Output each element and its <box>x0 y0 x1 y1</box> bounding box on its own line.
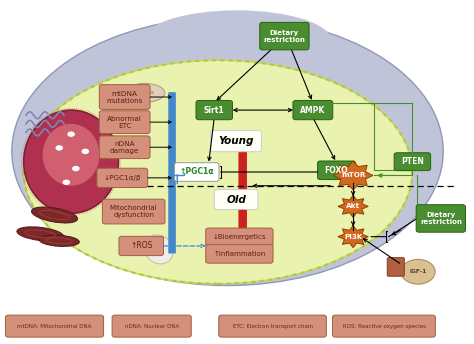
Circle shape <box>55 145 63 151</box>
FancyBboxPatch shape <box>100 85 150 109</box>
FancyBboxPatch shape <box>168 92 176 254</box>
Text: PTEN: PTEN <box>401 157 424 166</box>
Text: Dietary
restriction: Dietary restriction <box>264 30 305 43</box>
FancyBboxPatch shape <box>6 315 104 337</box>
Text: nDNA
damage: nDNA damage <box>110 141 139 154</box>
FancyBboxPatch shape <box>214 190 258 209</box>
Circle shape <box>82 149 89 154</box>
FancyBboxPatch shape <box>97 168 148 187</box>
Circle shape <box>67 131 75 137</box>
FancyBboxPatch shape <box>210 130 262 152</box>
FancyBboxPatch shape <box>112 315 191 337</box>
Ellipse shape <box>17 227 64 241</box>
Ellipse shape <box>31 207 78 223</box>
Text: nDNA: Nuclear DNA: nDNA: Nuclear DNA <box>125 324 179 329</box>
Text: Sirt1: Sirt1 <box>204 106 225 115</box>
FancyBboxPatch shape <box>100 136 150 159</box>
FancyBboxPatch shape <box>260 22 309 50</box>
Text: AMPK: AMPK <box>300 106 326 115</box>
Ellipse shape <box>142 10 332 72</box>
Text: PI3K: PI3K <box>344 234 362 240</box>
Ellipse shape <box>124 84 165 103</box>
Polygon shape <box>333 161 373 190</box>
Polygon shape <box>338 226 368 248</box>
Text: NUCLEUS: NUCLEUS <box>134 91 155 95</box>
Ellipse shape <box>43 124 100 186</box>
Text: Akt: Akt <box>346 203 360 209</box>
Ellipse shape <box>24 110 119 213</box>
FancyBboxPatch shape <box>387 258 404 276</box>
Text: ↑ROS: ↑ROS <box>130 241 153 250</box>
Circle shape <box>401 259 435 284</box>
Text: ↑PGC1α: ↑PGC1α <box>180 168 214 176</box>
Circle shape <box>72 166 80 171</box>
FancyBboxPatch shape <box>174 163 219 181</box>
FancyBboxPatch shape <box>416 205 465 232</box>
Ellipse shape <box>24 60 412 284</box>
Text: Mitochondrial
dysfunction: Mitochondrial dysfunction <box>110 205 157 218</box>
Ellipse shape <box>145 235 173 264</box>
FancyBboxPatch shape <box>238 144 247 254</box>
FancyBboxPatch shape <box>100 111 150 133</box>
Text: ROS: Reactive oxygen species: ROS: Reactive oxygen species <box>343 324 425 329</box>
Text: Young: Young <box>219 136 254 146</box>
Text: ↑Inflammation: ↑Inflammation <box>213 251 265 257</box>
Text: mtDNA: Mitochondrial DNA: mtDNA: Mitochondrial DNA <box>18 324 91 329</box>
Polygon shape <box>338 195 368 217</box>
Text: ↓PGC1α/β: ↓PGC1α/β <box>103 175 141 181</box>
Text: ETC: Electron transport chain: ETC: Electron transport chain <box>233 324 312 329</box>
Text: Abnormal
ETC: Abnormal ETC <box>107 116 142 129</box>
FancyBboxPatch shape <box>196 100 232 120</box>
FancyBboxPatch shape <box>206 228 273 247</box>
FancyBboxPatch shape <box>206 245 273 263</box>
Text: ↓Bioenergetics: ↓Bioenergetics <box>213 234 266 240</box>
FancyBboxPatch shape <box>119 236 164 256</box>
Ellipse shape <box>12 17 443 286</box>
FancyBboxPatch shape <box>318 161 356 180</box>
Text: Old: Old <box>226 194 246 205</box>
FancyBboxPatch shape <box>219 315 326 337</box>
FancyBboxPatch shape <box>102 199 165 224</box>
FancyBboxPatch shape <box>394 153 430 171</box>
Ellipse shape <box>39 235 79 246</box>
Text: IGF-1: IGF-1 <box>410 269 427 274</box>
Circle shape <box>63 180 70 185</box>
Text: Dietary
restriction: Dietary restriction <box>420 212 462 225</box>
Text: mtDNA
mutations: mtDNA mutations <box>107 90 143 104</box>
FancyBboxPatch shape <box>333 315 435 337</box>
Text: mTOR: mTOR <box>341 172 365 179</box>
FancyBboxPatch shape <box>293 100 333 120</box>
Text: FOXO: FOXO <box>325 166 348 175</box>
